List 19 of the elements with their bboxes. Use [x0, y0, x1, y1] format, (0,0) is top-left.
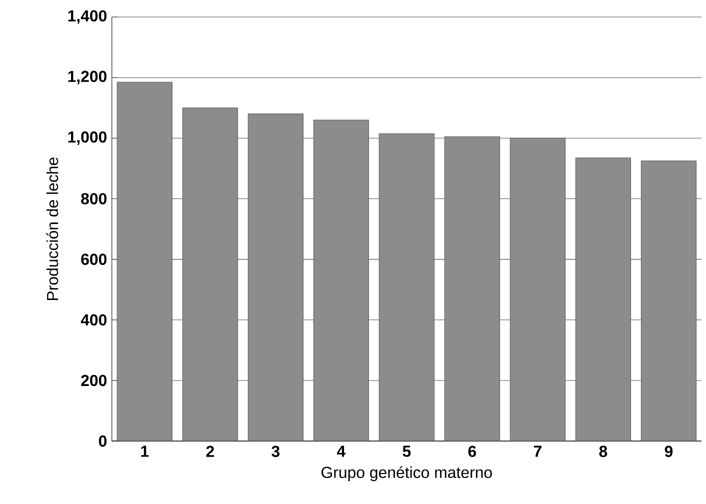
x-axis-title: Grupo genético materno: [322, 466, 492, 482]
y-tick-label: 1,400: [68, 10, 107, 24]
x-tick-label: 3: [272, 446, 280, 457]
x-tick-label: 6: [468, 446, 476, 457]
y-tick-label: 600: [81, 254, 107, 265]
y-axis-title: Producción de leche: [46, 157, 58, 300]
x-tick-label: 8: [599, 446, 608, 457]
x-tick-label: 1: [141, 446, 149, 457]
x-tick-label: 4: [336, 446, 346, 457]
x-tick-label: 7: [534, 446, 542, 457]
x-tick-label: 2: [206, 446, 214, 457]
y-tick-label: 800: [81, 193, 107, 204]
x-tick-label: 5: [402, 446, 411, 457]
y-tick-label: 200: [81, 374, 107, 386]
y-tick-label: 0: [98, 435, 107, 447]
y-tick-label: 1,200: [68, 70, 107, 84]
x-tick-label: 9: [664, 446, 673, 457]
y-tick-label: 400: [80, 314, 107, 326]
y-tick-label: 1,000: [68, 131, 107, 145]
